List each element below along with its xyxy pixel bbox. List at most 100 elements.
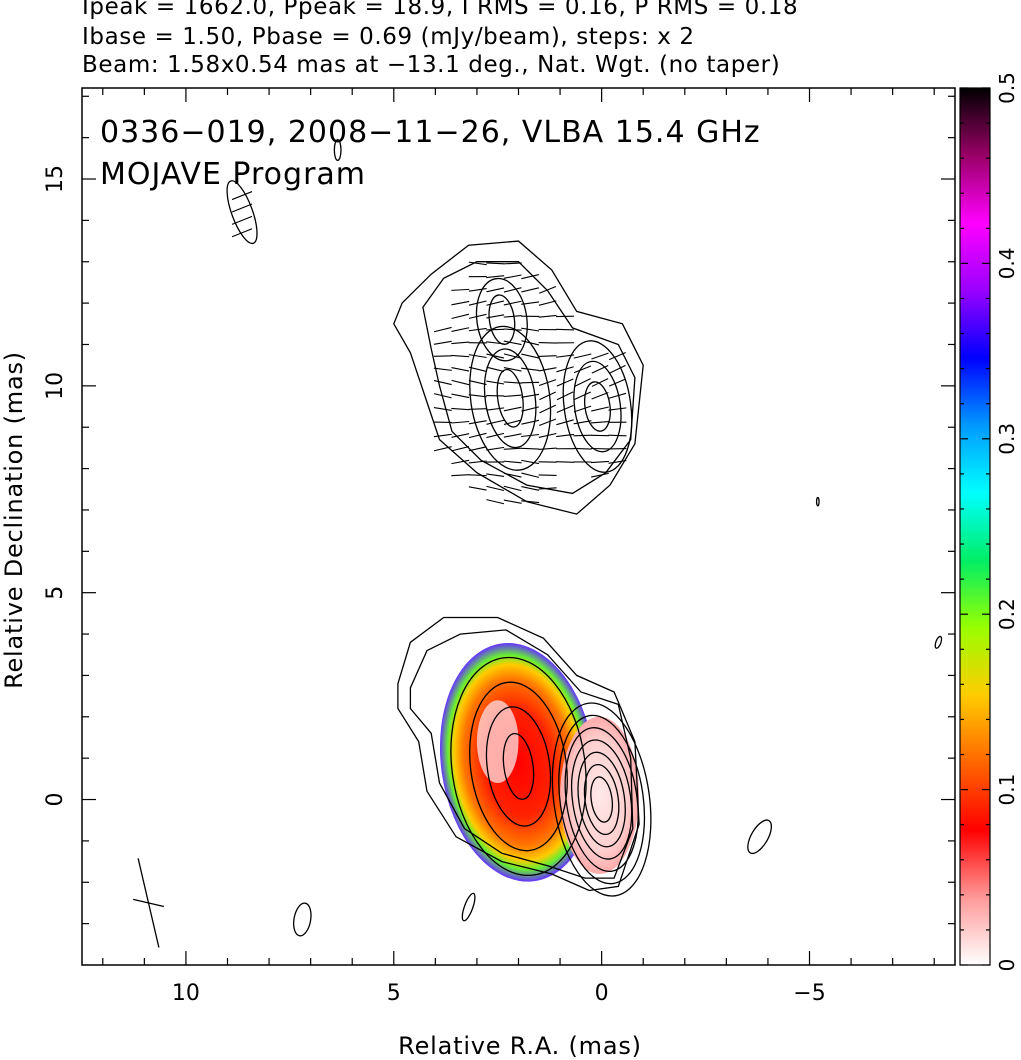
evpa-vector bbox=[538, 314, 557, 318]
core-polarization-region bbox=[560, 716, 640, 874]
evpa-vector bbox=[539, 404, 556, 414]
evpa-vector bbox=[503, 366, 522, 372]
evpa-vector bbox=[503, 485, 522, 492]
evpa-vector bbox=[503, 447, 522, 450]
evpa-vector bbox=[486, 499, 505, 505]
x-tick-labels: 10 5 0 −5 bbox=[172, 981, 826, 1006]
intensity-contours bbox=[133, 139, 943, 948]
outer-contour-lower-2 bbox=[409, 629, 634, 879]
evpa-vector bbox=[538, 487, 557, 490]
evpa-vector bbox=[451, 407, 470, 411]
evpa-vector bbox=[556, 366, 574, 373]
colorbar-tick-label: 0.1 bbox=[995, 774, 1019, 806]
x-axis-label: Relative R.A. (mas) bbox=[398, 1032, 642, 1060]
evpa-vector bbox=[521, 353, 540, 359]
evpa-vector bbox=[486, 353, 505, 359]
colorbar-tick-label: 0 bbox=[995, 959, 1019, 972]
evpa-vector bbox=[573, 434, 592, 437]
evpa-vector bbox=[486, 275, 505, 279]
evpa-vector bbox=[573, 405, 592, 413]
evpa-vector bbox=[451, 433, 470, 438]
evpa-vector bbox=[538, 341, 557, 344]
evpa-vector bbox=[556, 433, 575, 438]
evpa-vector bbox=[608, 434, 627, 437]
evpa-vector bbox=[451, 313, 470, 320]
evpa-vector bbox=[468, 474, 487, 477]
evpa-vector bbox=[451, 393, 470, 399]
header-beam-line: Beam: 1.58x0.54 mas at −13.1 deg., Nat. … bbox=[82, 52, 781, 78]
evpa-vector bbox=[451, 300, 470, 306]
evpa-vector bbox=[538, 355, 557, 358]
evpa-vector bbox=[231, 215, 253, 225]
evpa-vector bbox=[231, 191, 253, 201]
evpa-vector bbox=[608, 460, 627, 464]
header-ibase-line: Ibase = 1.50, Pbase = 0.69 (mJy/beam), s… bbox=[82, 24, 695, 50]
noise-contour bbox=[461, 892, 476, 922]
evpa-vector bbox=[486, 287, 505, 293]
evpa-vector bbox=[521, 419, 540, 425]
noise-contour bbox=[815, 496, 820, 507]
y-tick-label: 5 bbox=[43, 586, 68, 600]
evpa-vector bbox=[503, 353, 522, 359]
evpa-vector bbox=[521, 327, 540, 332]
outer-contour-lower bbox=[397, 616, 640, 892]
axis-ticks bbox=[82, 88, 955, 965]
evpa-vector bbox=[468, 420, 487, 425]
evpa-vector bbox=[503, 340, 522, 346]
evpa-vector bbox=[468, 380, 487, 386]
noise-contour bbox=[226, 180, 258, 245]
evpa-vector bbox=[486, 328, 505, 331]
evpa-vector bbox=[521, 486, 540, 491]
evpa-vector bbox=[486, 473, 505, 478]
polarization-vectors bbox=[231, 191, 627, 505]
y-tick-label: 10 bbox=[43, 372, 68, 400]
evpa-vector bbox=[521, 340, 540, 346]
evpa-vector bbox=[433, 433, 452, 438]
evpa-vector bbox=[521, 447, 540, 450]
colorbar-tick-labels: 0 0.1 0.2 0.3 0.4 0.5 bbox=[995, 72, 1019, 971]
chart-subtitle: MOJAVE Program bbox=[100, 157, 366, 192]
evpa-vector bbox=[556, 354, 575, 358]
contour-inner bbox=[469, 681, 568, 852]
evpa-vector bbox=[451, 420, 470, 424]
evpa-vector bbox=[608, 392, 627, 399]
evpa-vector bbox=[468, 354, 487, 359]
evpa-vector bbox=[503, 381, 522, 384]
evpa-vector bbox=[503, 274, 522, 279]
evpa-vector bbox=[451, 459, 470, 465]
evpa-vector bbox=[486, 366, 505, 372]
evpa-vector bbox=[468, 394, 487, 398]
evpa-vector bbox=[538, 447, 557, 450]
evpa-vector bbox=[433, 340, 452, 345]
evpa-vector bbox=[468, 460, 487, 464]
evpa-vector bbox=[433, 355, 452, 357]
evpa-vector bbox=[503, 300, 522, 306]
contour-north-mid bbox=[496, 368, 524, 428]
contour-inner bbox=[502, 732, 535, 800]
evpa-vector bbox=[451, 367, 470, 372]
evpa-vector bbox=[538, 418, 557, 426]
colorbar-tick-label: 0.5 bbox=[995, 72, 1019, 104]
evpa-vector bbox=[574, 391, 591, 401]
evpa-vector bbox=[486, 300, 505, 306]
evpa-vector bbox=[503, 419, 522, 425]
evpa-vector bbox=[538, 432, 557, 439]
evpa-vector bbox=[486, 262, 505, 265]
colorbar-tick-label: 0.3 bbox=[995, 423, 1019, 455]
outer-contour-upper-2 bbox=[422, 261, 636, 495]
evpa-vector bbox=[590, 460, 609, 464]
contour-core bbox=[590, 776, 614, 823]
evpa-vector bbox=[521, 393, 540, 398]
evpa-vector bbox=[486, 432, 505, 439]
evpa-vector bbox=[468, 287, 487, 292]
evpa-vector bbox=[468, 432, 487, 439]
evpa-vector bbox=[503, 472, 522, 478]
evpa-vector bbox=[521, 406, 540, 412]
evpa-vector bbox=[468, 327, 487, 332]
evpa-vector bbox=[468, 366, 487, 372]
evpa-vector bbox=[556, 391, 574, 401]
evpa-vector bbox=[486, 419, 505, 425]
evpa-vector bbox=[451, 354, 470, 358]
evpa-vector bbox=[468, 300, 487, 306]
evpa-vector bbox=[556, 378, 574, 387]
